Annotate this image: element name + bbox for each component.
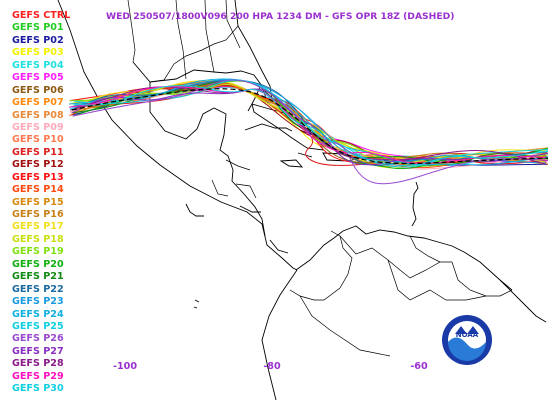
legend-item: GEFS P24 — [12, 308, 64, 320]
legend-item: GEFS CTRL — [12, 10, 71, 21]
legend-item: GEFS P12 — [12, 159, 64, 171]
legend-item: GEFS P22 — [12, 283, 64, 295]
legend-item: GEFS P30 — [12, 383, 64, 395]
legend-item: GEFS P21 — [12, 271, 64, 283]
legend-item: GEFS P26 — [12, 333, 64, 345]
legend-item: GEFS P29 — [12, 370, 64, 382]
ensemble-member-contour — [70, 84, 548, 166]
gfs-operational-contour — [71, 88, 548, 165]
ensemble-member-contour — [71, 88, 548, 166]
ensemble-member-contour — [73, 80, 548, 170]
legend-item: GEFS P14 — [12, 184, 64, 196]
legend-item: GEFS P27 — [12, 345, 64, 357]
legend-item: GEFS P25 — [12, 320, 64, 332]
longitude-label: -80 — [263, 361, 281, 372]
legend-item: GEFS P08 — [12, 109, 64, 121]
country-borders-layer — [127, 0, 513, 357]
longitude-label: -60 — [410, 361, 428, 372]
legend-item: GEFS P19 — [12, 246, 64, 258]
legend-item: GEFS P17 — [12, 221, 64, 233]
noaa-logo-text: NOAA — [456, 331, 479, 339]
legend-item: GEFS P16 — [12, 209, 64, 220]
legend-item: GEFS P13 — [12, 171, 64, 183]
map-title: WED 250507/1800V096 200 HPA 1234 DM - GF… — [106, 11, 455, 22]
operational-contour-line — [71, 88, 548, 165]
legend-item: GEFS P10 — [12, 134, 64, 146]
legend-item: GEFS P18 — [12, 233, 64, 245]
ensemble-member-contour — [70, 79, 547, 164]
legend-item: GEFS P05 — [12, 72, 64, 84]
legend-item: GEFS P15 — [12, 196, 64, 208]
legend-item: GEFS P02 — [12, 34, 64, 46]
legend-item: GEFS P06 — [12, 84, 64, 96]
noaa-logo: NOAA — [442, 315, 492, 365]
ensemble-member-contour — [73, 85, 548, 166]
legend-item: GEFS P03 — [12, 47, 64, 59]
legend-item: GEFS P11 — [12, 146, 64, 158]
legend-item: GEFS P28 — [12, 358, 64, 370]
longitude-label: -100 — [112, 361, 138, 372]
legend-item: GEFS P01 — [12, 22, 64, 34]
legend-item: GEFS P09 — [12, 121, 64, 133]
legend-item: GEFS P20 — [12, 258, 64, 270]
legend-item: GEFS P23 — [12, 296, 64, 308]
coastline-layer — [57, 0, 547, 401]
legend-item: GEFS P07 — [12, 97, 64, 109]
ensemble-contours — [68, 78, 548, 185]
member-legend: GEFS CTRL GEFS P01 GEFS P02 GEFS P03 GEFS P0… — [12, 10, 70, 396]
legend-item: GEFS P04 — [12, 59, 64, 71]
